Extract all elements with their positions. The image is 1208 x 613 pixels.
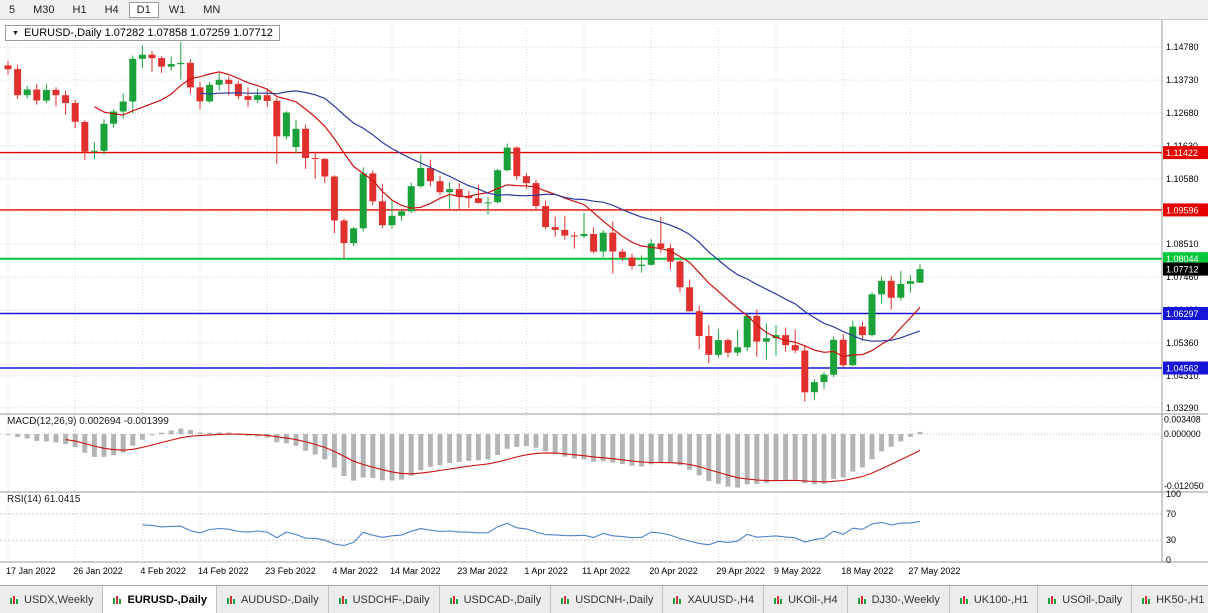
timeframe-button-h1[interactable]: H1 — [72, 3, 87, 16]
price-chart-svg[interactable]: 1.147801.137301.126801.116301.105801.095… — [0, 20, 1208, 585]
tab-usdx-weekly[interactable]: USDX,Weekly — [0, 586, 104, 613]
tab-usdcad-daily[interactable]: USDCAD-,Daily — [439, 586, 552, 613]
tab-label: USDCHF-,Daily — [352, 593, 430, 606]
svg-text:1.08044: 1.08044 — [1166, 254, 1199, 264]
tab-label: USDCNH-,Daily — [575, 593, 654, 606]
tab-usoil-daily[interactable]: USOil-,Daily — [1038, 586, 1133, 613]
symbol-ohlc-header: ▼ EURUSD-,Daily 1.07282 1.07858 1.07259 … — [5, 25, 280, 41]
tab-label: UKOil-,H4 — [788, 593, 838, 606]
svg-text:23 Feb 2022: 23 Feb 2022 — [265, 566, 316, 576]
tab-xauusd-h4[interactable]: XAUUSD-,H4 — [663, 586, 765, 613]
svg-text:-0.012050: -0.012050 — [1164, 481, 1204, 491]
chart-tab-icon — [672, 595, 682, 605]
tab-audusd-daily[interactable]: AUDUSD-,Daily — [216, 586, 329, 613]
svg-text:1.06297: 1.06297 — [1166, 309, 1199, 319]
macd-indicator-label: MACD(12,26,9) 0.002694 -0.001399 — [4, 416, 172, 427]
symbol-ohlc-text: EURUSD-,Daily 1.07282 1.07858 1.07259 1.… — [23, 27, 273, 39]
chart-tab-icon — [449, 595, 459, 605]
svg-text:1.10580: 1.10580 — [1166, 174, 1199, 184]
chart-tab-icon — [959, 595, 969, 605]
tab-label: DJ30-,Weekly — [871, 593, 940, 606]
svg-text:70: 70 — [1166, 509, 1176, 519]
svg-text:1.11422: 1.11422 — [1166, 148, 1198, 158]
svg-text:1.07712: 1.07712 — [1166, 265, 1199, 275]
svg-text:30: 30 — [1166, 535, 1176, 545]
tab-hk50-h1[interactable]: HK50-,H1 — [1132, 586, 1208, 613]
tab-label: XAUUSD-,H4 — [687, 593, 755, 606]
svg-text:14 Feb 2022: 14 Feb 2022 — [198, 566, 249, 576]
svg-text:1.04310: 1.04310 — [1166, 371, 1199, 381]
tab-dj30-weekly[interactable]: DJ30-,Weekly — [847, 586, 950, 613]
timeframe-toolbar: 5 M30 H1 H4 D1 W1 MN — [0, 0, 1208, 20]
timeframe-button-5[interactable]: 5 — [9, 3, 16, 16]
tab-label: USDCAD-,Daily — [463, 593, 542, 606]
svg-text:1.04562: 1.04562 — [1166, 364, 1199, 374]
svg-text:4 Feb 2022: 4 Feb 2022 — [140, 566, 186, 576]
svg-text:26 Jan 2022: 26 Jan 2022 — [73, 566, 123, 576]
one-click-trading-arrow-icon[interactable]: ▼ — [12, 29, 19, 37]
svg-text:1.05360: 1.05360 — [1166, 338, 1199, 348]
svg-text:9 May 2022: 9 May 2022 — [774, 566, 821, 576]
chart-tab-icon — [560, 595, 570, 605]
timeframe-button-d1[interactable]: D1 — [128, 1, 159, 18]
svg-text:20 Apr 2022: 20 Apr 2022 — [649, 566, 698, 576]
svg-text:1.08510: 1.08510 — [1166, 239, 1199, 249]
timeframe-button-w1[interactable]: W1 — [168, 3, 186, 16]
tab-usdcnh-daily[interactable]: USDCNH-,Daily — [551, 586, 664, 613]
svg-text:100: 100 — [1166, 489, 1181, 499]
svg-text:1.09596: 1.09596 — [1166, 205, 1199, 215]
svg-text:4 Mar 2022: 4 Mar 2022 — [332, 566, 378, 576]
svg-text:0: 0 — [1166, 555, 1171, 565]
chart-tab-icon — [9, 595, 19, 605]
chart-tab-icon — [857, 595, 867, 605]
svg-text:1 Apr 2022: 1 Apr 2022 — [524, 566, 568, 576]
svg-text:14 Mar 2022: 14 Mar 2022 — [390, 566, 441, 576]
tab-label: USOil-,Daily — [1062, 593, 1123, 606]
tab-uk100-h1[interactable]: UK100-,H1 — [949, 586, 1039, 613]
chart-tab-icon — [773, 595, 783, 605]
timeframe-button-m30[interactable]: M30 — [33, 3, 55, 16]
chart-tab-icon — [338, 595, 348, 605]
tab-ukoil-h4[interactable]: UKOil-,H4 — [764, 586, 848, 613]
tab-label: HK50-,H1 — [1156, 593, 1205, 606]
tab-label: USDX,Weekly — [24, 593, 94, 606]
chart-tab-bar: USDX,Weekly EURUSD-,Daily AUDUSD-,Daily USD… — [0, 585, 1208, 613]
svg-text:0.000000: 0.000000 — [1164, 429, 1201, 439]
svg-text:1.12680: 1.12680 — [1166, 108, 1199, 118]
svg-text:1.03290: 1.03290 — [1166, 403, 1199, 413]
timeframe-button-mn[interactable]: MN — [203, 3, 221, 16]
svg-text:1.13730: 1.13730 — [1166, 75, 1199, 85]
chart-tab-icon — [112, 595, 122, 605]
svg-text:1.14780: 1.14780 — [1166, 42, 1199, 52]
svg-text:1.07460: 1.07460 — [1166, 272, 1199, 282]
svg-text:27 May 2022: 27 May 2022 — [908, 566, 960, 576]
svg-text:11 Apr 2022: 11 Apr 2022 — [582, 566, 630, 576]
tab-eurusd-daily[interactable]: EURUSD-,Daily — [103, 586, 217, 613]
svg-text:23 Mar 2022: 23 Mar 2022 — [457, 566, 508, 576]
chart-area[interactable]: 1.147801.137301.126801.116301.105801.095… — [0, 20, 1208, 585]
svg-text:17 Jan 2022: 17 Jan 2022 — [6, 566, 56, 576]
svg-text:29 Apr 2022: 29 Apr 2022 — [716, 566, 765, 576]
tab-label: AUDUSD-,Daily — [240, 593, 319, 606]
timeframe-button-h4[interactable]: H4 — [104, 3, 119, 16]
tab-label: UK100-,H1 — [973, 593, 1029, 606]
chart-tab-icon — [1047, 595, 1057, 605]
svg-text:18 May 2022: 18 May 2022 — [841, 566, 893, 576]
tab-label: EURUSD-,Daily — [127, 593, 207, 606]
rsi-indicator-label: RSI(14) 61.0415 — [4, 494, 84, 505]
chart-tab-icon — [226, 595, 236, 605]
svg-text:0.003408: 0.003408 — [1164, 414, 1201, 424]
chart-tab-icon — [1141, 595, 1151, 605]
tab-usdchf-daily[interactable]: USDCHF-,Daily — [328, 586, 440, 613]
